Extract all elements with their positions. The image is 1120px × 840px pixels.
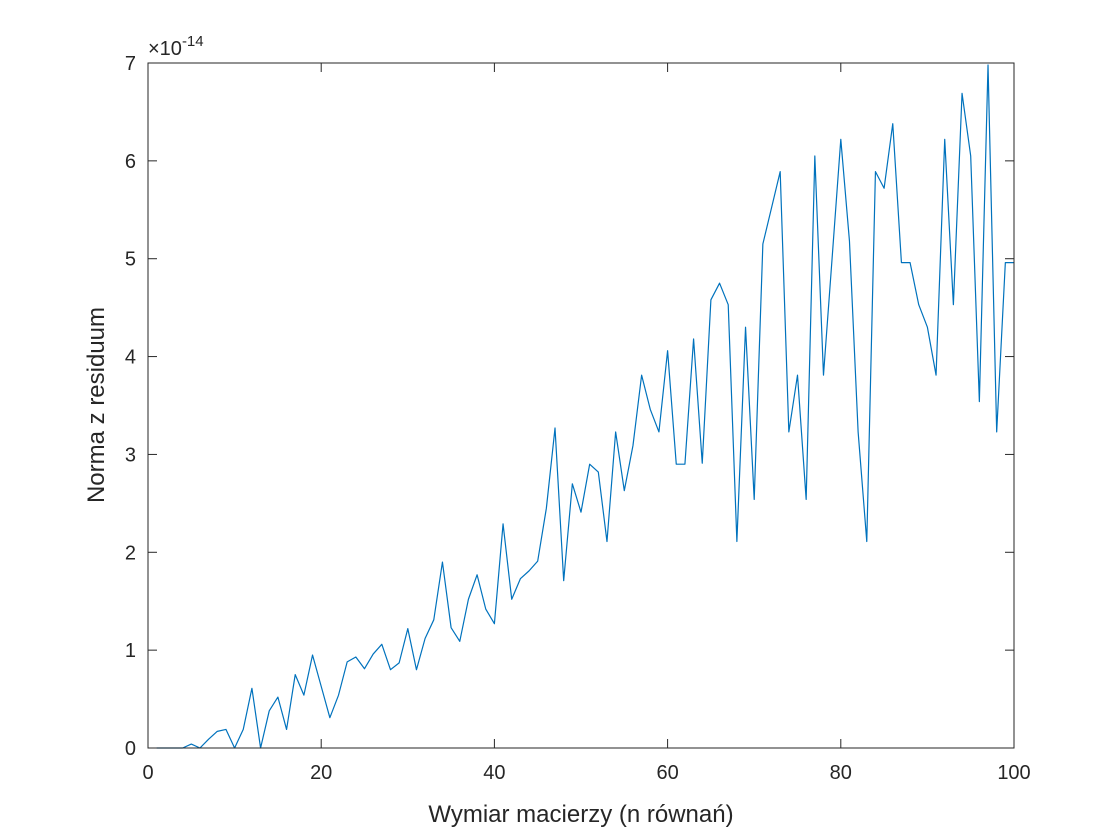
x-tick-label: 40 — [483, 762, 505, 784]
x-axis-label: Wymiar macierzy (n równań) — [428, 801, 733, 828]
x-tick-label: 60 — [656, 762, 678, 784]
y-exponent-label: ×10-14 — [148, 33, 204, 60]
y-tick-label: 5 — [125, 249, 136, 271]
x-tick-label: 80 — [830, 762, 852, 784]
plot-background — [148, 63, 1014, 748]
y-tick-label: 2 — [125, 542, 136, 564]
y-tick-label: 7 — [125, 53, 136, 75]
x-tick-label: 20 — [310, 762, 332, 784]
axis-tick-labels: 0 20 40 60 80 100 0 1 2 3 4 5 6 7 — [125, 53, 1031, 784]
y-tick-label: 3 — [125, 444, 136, 466]
x-tick-label: 100 — [997, 762, 1030, 784]
y-axis-label: Norma z residuum — [83, 307, 110, 503]
y-tick-label: 1 — [125, 640, 136, 662]
y-tick-label: 0 — [125, 738, 136, 760]
data-series — [156, 64, 1014, 749]
y-tick-label: 6 — [125, 151, 136, 173]
y-tick-label: 4 — [125, 347, 136, 369]
series-line — [156, 64, 1014, 749]
x-tick-label: 0 — [142, 762, 153, 784]
plot-frame — [147, 62, 1015, 749]
